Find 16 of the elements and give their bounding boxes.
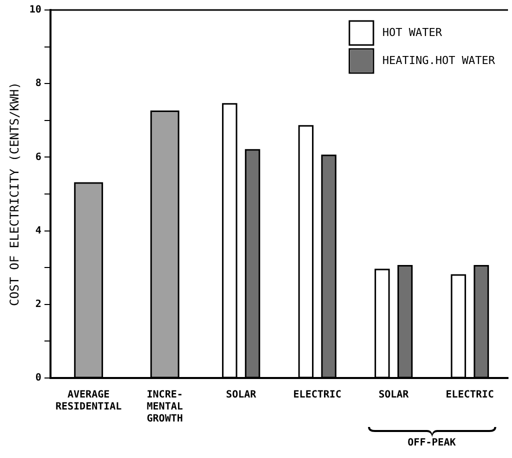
x-tick-label: AVERAGE RESIDENTIAL	[55, 390, 122, 413]
y-tick-label: 6	[35, 152, 42, 163]
legend-label: HOT WATER	[382, 26, 442, 39]
text: OFF-PEAK	[408, 438, 456, 449]
y-tick-label: 4	[35, 225, 42, 236]
y-tick-label: 0	[35, 372, 42, 384]
legend-label: HEATING.HOT WATER	[382, 54, 496, 67]
x-tick-label: SOLAR	[226, 390, 258, 401]
x-tick-label: ELECTRIC	[446, 390, 494, 401]
y-tick-label: 8	[35, 78, 42, 90]
y-tick-label: 10	[29, 4, 42, 16]
x-tick-label: ELECTRIC	[293, 390, 342, 401]
x-tick-label: SOLAR	[378, 390, 410, 401]
y-axis-title: COST OF ELECTRICITY (CENTS/KWH)	[7, 82, 22, 306]
y-tick-label: 2	[35, 298, 42, 310]
x-tick-label: INCRE- MENTAL GROWTH	[146, 390, 183, 425]
